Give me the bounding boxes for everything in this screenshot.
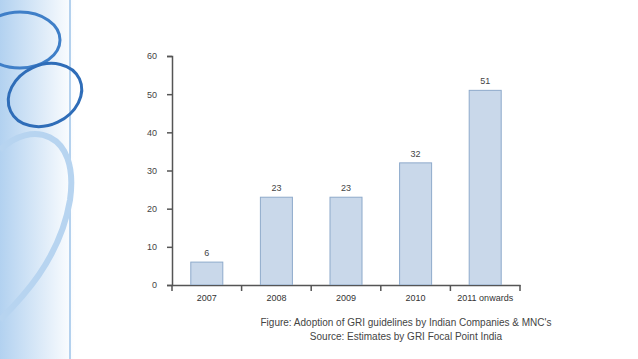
- y-tick: 60: [147, 51, 172, 61]
- data-label: 6: [204, 248, 209, 258]
- y-tick-mark: [167, 56, 172, 58]
- x-tick-label: 2009: [336, 293, 356, 303]
- y-tick: 30: [147, 166, 172, 176]
- bar: [400, 163, 432, 285]
- data-labels: 6 23 23 32 51: [204, 76, 490, 258]
- x-tick: 2008: [266, 285, 286, 303]
- y-tick: 50: [147, 90, 172, 100]
- data-label: 23: [271, 183, 281, 193]
- category-dividers: [172, 285, 520, 291]
- data-label: 23: [341, 183, 351, 193]
- chart: 0 10 20 30 40 50 60 2007 2008 2009 2010 2011 onward…: [0, 0, 638, 359]
- x-tick-label: 2007: [197, 293, 217, 303]
- x-tick-label: 2010: [406, 293, 426, 303]
- bar: [469, 90, 501, 285]
- y-tick-mark: [167, 132, 172, 134]
- category-divider: [519, 285, 521, 291]
- y-tick-mark: [167, 247, 172, 249]
- y-tick-mark: [167, 94, 172, 96]
- decoration: [0, 0, 92, 359]
- y-tick: 0: [152, 280, 172, 290]
- x-tick-label: 2011 onwards: [457, 293, 513, 303]
- y-tick-label: 40: [147, 128, 157, 138]
- x-axis: 2007 2008 2009 2010 2011 onwards: [173, 285, 521, 303]
- title: Figure: Adoption of GRI guidelines by In…: [261, 317, 552, 328]
- x-tick-label: 2008: [266, 293, 286, 303]
- swirl: [0, 52, 92, 138]
- y-tick-label: 50: [147, 90, 157, 100]
- side-band: [0, 0, 75, 359]
- x-tick: 2010: [406, 285, 426, 303]
- bar: [330, 197, 362, 285]
- x-tick: 2011 onwards: [457, 285, 513, 303]
- y-tick: 40: [147, 128, 172, 138]
- y-tick-label: 60: [147, 51, 157, 61]
- category-divider: [310, 285, 312, 291]
- bar: [260, 197, 292, 285]
- data-label: 51: [480, 76, 490, 86]
- x-tick: 2009: [336, 285, 356, 303]
- y-tick-label: 30: [147, 166, 157, 176]
- y-tick: 10: [147, 242, 172, 252]
- y-tick-mark: [167, 208, 172, 210]
- y-axis-line: [167, 57, 173, 286]
- y-axis: 0 10 20 30 40 50 60: [147, 51, 173, 290]
- swirl: [0, 12, 60, 68]
- data-label: 32: [411, 149, 421, 159]
- y-tick-mark: [167, 170, 172, 172]
- y-tick-label: 20: [147, 204, 157, 214]
- x-tick: 2007: [197, 285, 217, 303]
- y-tick-label: 0: [152, 280, 157, 290]
- y-tick-label: 10: [147, 242, 157, 252]
- category-divider: [241, 285, 243, 291]
- category-divider: [171, 285, 173, 291]
- category-divider: [450, 285, 452, 291]
- y-tick: 20: [147, 204, 172, 214]
- bars: [191, 90, 501, 285]
- category-divider: [380, 285, 382, 291]
- bar: [191, 262, 223, 285]
- subtitle: Source: Estimates by GRI Focal Point Ind…: [310, 331, 503, 342]
- swirl: [0, 134, 71, 320]
